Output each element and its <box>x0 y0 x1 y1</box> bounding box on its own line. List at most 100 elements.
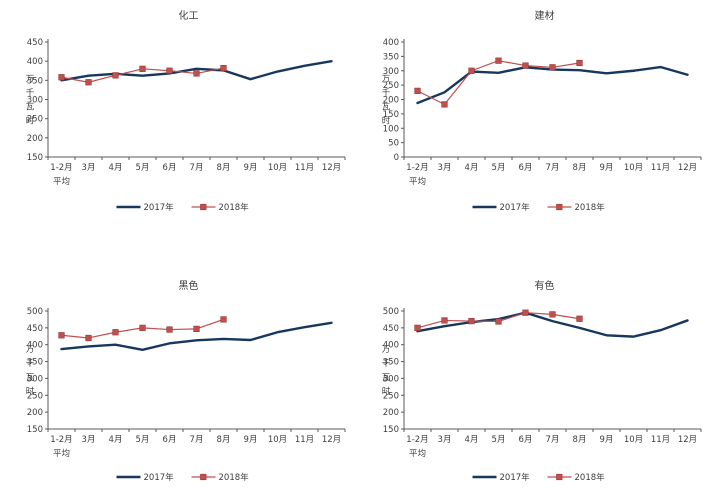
y-tick-label: 0 <box>394 153 399 163</box>
y-tick-label: 400 <box>27 57 43 67</box>
chart-nonferrous: 500 450 400 350 300 250 200 150 1-2月 平均 3月 4月 5月 6月 7月… <box>356 245 712 489</box>
chart-chemical: 450 400 350 300 250 200 150 1-2月 平均 3月 4月 5月 6月 7月 8月 9… <box>0 0 356 245</box>
y-axis-title-char: 时 <box>382 386 391 397</box>
y-tick-label: 200 <box>383 96 399 106</box>
x-tick-label: 12月 <box>678 435 697 445</box>
x-tick-label: 平均 <box>409 448 426 459</box>
legend-label-2017: 2017年 <box>500 472 531 483</box>
legend-2018-marker-sample <box>556 473 563 481</box>
series-marker-1 <box>193 70 200 77</box>
series-marker-1 <box>112 72 119 79</box>
y-tick-label: 200 <box>383 408 399 418</box>
x-tick-label: 10月 <box>624 163 643 173</box>
y-tick-label: 100 <box>383 124 399 134</box>
series-marker-1 <box>112 329 119 336</box>
y-tick-label: 500 <box>383 307 399 317</box>
x-tick-label: 12月 <box>322 435 341 445</box>
legend-label-2017: 2017年 <box>500 202 531 213</box>
legend-2018-marker-sample <box>200 473 207 481</box>
y-tick-label: 50 <box>388 139 399 149</box>
legend-label-2018: 2018年 <box>219 472 250 483</box>
legend-label-2018: 2018年 <box>575 202 606 213</box>
x-tick-label: 3月 <box>438 163 452 173</box>
series-marker-1 <box>220 316 227 323</box>
x-tick-label: 10月 <box>268 435 287 445</box>
y-tick-label: 500 <box>27 307 43 317</box>
y-axis-title-char: 万 <box>382 75 391 85</box>
x-tick-label: 12月 <box>322 163 341 173</box>
y-tick-label: 250 <box>383 81 399 91</box>
y-tick-label: 400 <box>383 38 399 48</box>
y-tick-label: 150 <box>383 425 399 435</box>
legend-label-2017: 2017年 <box>144 202 175 213</box>
x-tick-label: 1-2月 <box>50 163 72 173</box>
x-tick-label: 5月 <box>492 435 506 445</box>
series-marker-1 <box>414 324 421 331</box>
x-tick-label: 8月 <box>573 163 587 173</box>
series-marker-1 <box>468 318 475 325</box>
x-tick-label: 6月 <box>519 163 533 173</box>
series-marker-1 <box>495 318 502 325</box>
y-tick-label: 200 <box>27 134 43 144</box>
y-tick-label: 150 <box>27 425 43 435</box>
y-tick-label: 300 <box>383 374 399 384</box>
series-marker-1 <box>441 317 448 324</box>
y-axis-title-char: 万 <box>26 345 35 355</box>
legend-label-2018: 2018年 <box>575 472 606 483</box>
y-tick-label: 350 <box>27 358 43 368</box>
x-tick-label: 11月 <box>651 163 670 173</box>
y-tick-label: 150 <box>383 110 399 120</box>
x-tick-label: 8月 <box>573 435 587 445</box>
x-tick-label: 5月 <box>136 435 150 445</box>
x-tick-label: 1-2月 <box>406 163 428 173</box>
series-marker-1 <box>58 332 65 339</box>
x-tick-label: 平均 <box>409 176 426 187</box>
chart-building-materials: 400 350 300 250 200 150 100 50 0 1-2月 平均 3月 4月 5月 6月 7月… <box>356 0 712 245</box>
y-tick-label: 300 <box>383 67 399 77</box>
x-tick-label: 5月 <box>492 163 506 173</box>
y-axis-title-char: 时 <box>26 386 35 397</box>
x-tick-label: 1-2月 <box>50 435 72 445</box>
chart-title: 有色 <box>535 279 555 292</box>
y-axis-title-char: 瓦 <box>26 373 35 383</box>
series-marker-1 <box>576 315 583 322</box>
y-tick-label: 250 <box>27 115 43 125</box>
y-axis-title-char: 千 <box>382 358 391 369</box>
x-tick-label: 8月 <box>217 435 231 445</box>
series-marker-1 <box>166 326 173 333</box>
y-tick-label: 350 <box>383 52 399 62</box>
x-tick-label: 11月 <box>295 435 314 445</box>
series-marker-1 <box>441 101 448 108</box>
x-tick-label: 6月 <box>163 163 177 173</box>
x-tick-label: 3月 <box>82 163 96 173</box>
series-marker-1 <box>220 64 227 72</box>
series-marker-1 <box>85 79 92 86</box>
y-tick-label: 300 <box>27 374 43 384</box>
y-tick-label: 200 <box>27 408 43 418</box>
x-tick-label: 1-2月 <box>406 435 428 445</box>
legend-label-2018: 2018年 <box>219 202 250 213</box>
chart-ferrous: 500 450 400 350 300 250 200 150 1-2月 平均 3月 4月 5月 6月 7月… <box>0 245 356 489</box>
x-tick-label: 5月 <box>136 163 150 173</box>
series-marker-1 <box>139 65 146 72</box>
chart-title: 化工 <box>179 9 199 22</box>
x-tick-label: 平均 <box>53 448 70 459</box>
x-tick-label: 11月 <box>651 435 670 445</box>
series-marker-1 <box>58 74 65 81</box>
x-tick-label: 3月 <box>82 435 96 445</box>
series-line-0 <box>416 65 689 105</box>
x-tick-label: 4月 <box>465 163 479 173</box>
x-tick-label: 4月 <box>109 435 123 445</box>
x-tick-label: 3月 <box>438 435 452 445</box>
x-tick-label: 7月 <box>190 163 204 173</box>
series-marker-1 <box>495 57 502 64</box>
y-tick-label: 250 <box>27 391 43 401</box>
series-line-0 <box>60 321 333 351</box>
x-tick-label: 9月 <box>600 163 614 173</box>
series-marker-1 <box>522 309 529 316</box>
y-axis-title-char: 时 <box>382 116 391 127</box>
y-axis-title-char: 千 <box>26 88 35 99</box>
series-marker-1 <box>166 67 173 74</box>
x-tick-label: 9月 <box>600 435 614 445</box>
